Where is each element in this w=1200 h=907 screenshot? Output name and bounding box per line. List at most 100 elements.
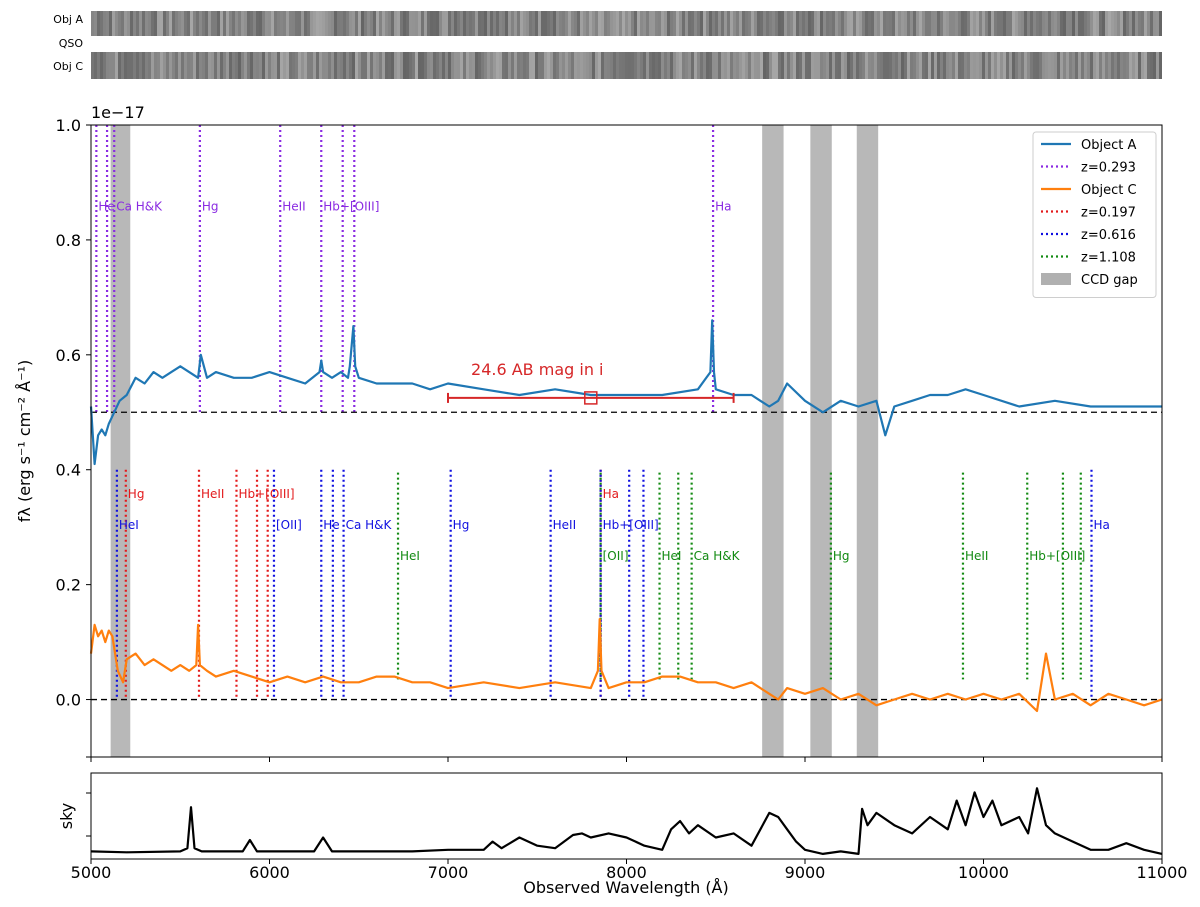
strip-texture-column — [946, 52, 949, 79]
strip-texture-column — [832, 11, 835, 36]
strip-texture-column — [739, 11, 742, 36]
strip-texture-column — [883, 11, 886, 36]
strip-texture-column — [328, 52, 331, 79]
strip-texture-column — [496, 11, 499, 36]
strip-texture-column — [1015, 11, 1018, 36]
strip-texture-column — [1030, 11, 1033, 36]
strip-texture-column — [1069, 52, 1072, 79]
strip-texture-column — [796, 52, 799, 79]
strip-texture-column — [463, 52, 466, 79]
strip-texture-column — [955, 11, 958, 36]
strip-texture-column — [694, 11, 697, 36]
strip-texture-column — [613, 11, 616, 36]
strip-texture-column — [259, 11, 262, 36]
strip-texture-column — [376, 11, 379, 36]
strip-texture-column — [871, 11, 874, 36]
strip-texture-column — [442, 11, 445, 36]
strip-texture-column — [907, 52, 910, 79]
strip-texture-column — [523, 52, 526, 79]
strip-texture-column — [643, 52, 646, 79]
strip-texture-column — [574, 11, 577, 36]
strip-texture-column — [205, 11, 208, 36]
strip-texture-column — [325, 11, 328, 36]
strip-texture-column — [133, 52, 136, 79]
strip-texture-column — [247, 11, 250, 36]
strip-texture-column — [895, 52, 898, 79]
redshift-line-label: HeII — [201, 487, 224, 501]
redshift-line-label: Hg — [833, 549, 850, 563]
strip-texture-column — [904, 11, 907, 36]
strip-texture-column — [670, 11, 673, 36]
strip-texture-column — [262, 11, 265, 36]
strip-texture-column — [844, 11, 847, 36]
strip-texture-column — [307, 52, 310, 79]
strip-texture-column — [565, 52, 568, 79]
strip-texture-column — [1045, 11, 1048, 36]
strip-texture-column — [727, 11, 730, 36]
strip-texture-column — [322, 52, 325, 79]
strip-texture-column — [784, 11, 787, 36]
strip-texture-column — [364, 52, 367, 79]
strip-texture-column — [457, 11, 460, 36]
strip-texture-column — [820, 11, 823, 36]
strip-texture-column — [343, 11, 346, 36]
strip-texture-column — [520, 52, 523, 79]
scale-note: 1e−17 — [91, 103, 145, 122]
strip-texture-column — [1105, 52, 1108, 79]
strip-texture-column — [1120, 11, 1123, 36]
strip-texture-column — [634, 52, 637, 79]
strip-texture-column — [919, 11, 922, 36]
strip-texture-column — [427, 11, 430, 36]
strip-texture-column — [658, 52, 661, 79]
strip-texture-column — [1000, 52, 1003, 79]
strip-texture-column — [400, 11, 403, 36]
strip-texture-column — [595, 11, 598, 36]
strip-texture-column — [1126, 52, 1129, 79]
strip-texture-column — [442, 52, 445, 79]
strip-texture-column — [661, 52, 664, 79]
strip-texture-column — [226, 11, 229, 36]
strip-texture-column — [1132, 11, 1135, 36]
main-axes-frame — [90, 124, 1163, 758]
strip-texture-column — [166, 11, 169, 36]
strip-texture-column — [1081, 11, 1084, 36]
strip-texture-column — [931, 52, 934, 79]
y-tick-label: 0.8 — [56, 231, 81, 250]
strip-texture-column — [1096, 52, 1099, 79]
strip-texture-column — [898, 11, 901, 36]
strip-texture-column — [640, 11, 643, 36]
strip-texture-column — [1045, 52, 1048, 79]
strip-texture-column — [466, 11, 469, 36]
strip-texture-column — [271, 11, 274, 36]
legend-box — [1032, 131, 1157, 298]
strip-texture-column — [547, 11, 550, 36]
strip-texture-column — [898, 52, 901, 79]
strip-texture-column — [157, 52, 160, 79]
strip-texture-column — [730, 11, 733, 36]
strip-texture-column — [661, 11, 664, 36]
strip-texture-column — [1057, 52, 1060, 79]
annotation-marker-box — [584, 391, 598, 405]
strip-texture-column — [499, 52, 502, 79]
ccd-gap-band — [110, 125, 131, 757]
strip-texture-column — [1138, 11, 1141, 36]
strip-texture-column — [460, 52, 463, 79]
strip-texture-column — [703, 11, 706, 36]
strip-texture-column — [166, 52, 169, 79]
strip-texture-column — [298, 11, 301, 36]
strip-texture-column — [823, 52, 826, 79]
strip-texture-column — [601, 11, 604, 36]
strip-texture-column — [130, 52, 133, 79]
strip-texture-column — [868, 11, 871, 36]
strip-texture-column — [694, 52, 697, 79]
strip-texture-column — [409, 52, 412, 79]
strip-texture-column — [511, 52, 514, 79]
strip-texture-column — [817, 52, 820, 79]
strip-texture-column — [1111, 11, 1114, 36]
strip-texture-column — [472, 11, 475, 36]
strip-texture-column — [583, 52, 586, 79]
strip-texture-column — [331, 11, 334, 36]
strip-texture-column — [571, 52, 574, 79]
strip-texture-column — [196, 11, 199, 36]
strip-texture-column — [1141, 52, 1144, 79]
